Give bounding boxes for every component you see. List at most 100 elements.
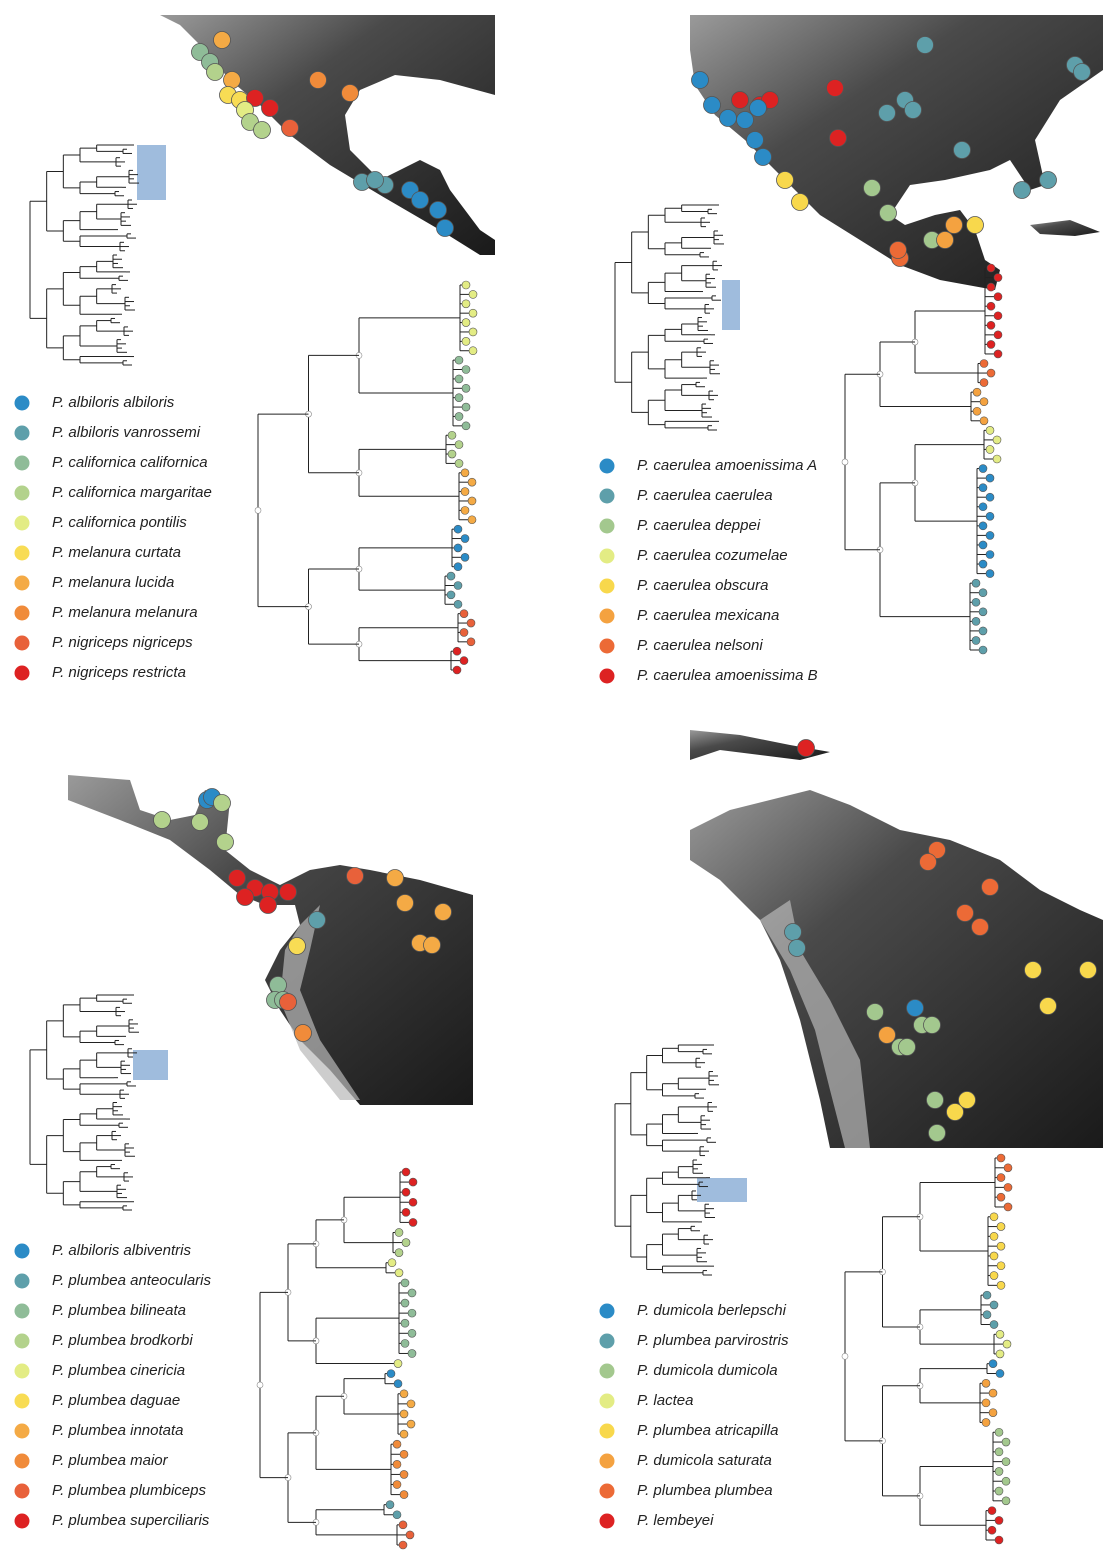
legend-label: P. plumbea innotata bbox=[52, 1422, 184, 1439]
tip bbox=[997, 1193, 1005, 1201]
legend-marker bbox=[15, 636, 30, 651]
legend-marker bbox=[600, 1484, 615, 1499]
tip bbox=[409, 1178, 417, 1186]
legend-label: P. caerulea deppei bbox=[637, 517, 761, 534]
tip bbox=[454, 544, 462, 552]
tip bbox=[993, 455, 1001, 463]
legend-marker bbox=[15, 1394, 30, 1409]
legend-marker bbox=[15, 1514, 30, 1529]
tip bbox=[1002, 1458, 1010, 1466]
node bbox=[842, 459, 848, 465]
map-point bbox=[309, 912, 326, 929]
tip bbox=[986, 426, 994, 434]
tip bbox=[988, 1507, 996, 1515]
tip bbox=[399, 1521, 407, 1529]
map-point bbox=[367, 172, 384, 189]
tip bbox=[460, 610, 468, 618]
tip bbox=[1004, 1203, 1012, 1211]
map-point bbox=[295, 1025, 312, 1042]
map-point bbox=[720, 110, 737, 127]
node bbox=[842, 1353, 848, 1359]
map-point bbox=[747, 132, 764, 149]
tip bbox=[995, 1487, 1003, 1495]
legend-label: P. melanura melanura bbox=[52, 604, 198, 621]
tip bbox=[401, 1339, 409, 1347]
tip bbox=[994, 293, 1002, 301]
legend-marker bbox=[600, 639, 615, 654]
tip bbox=[402, 1168, 410, 1176]
tip bbox=[462, 281, 470, 289]
tip bbox=[461, 553, 469, 561]
map-point bbox=[387, 870, 404, 887]
legend-label: P. caerulea mexicana bbox=[637, 607, 779, 624]
legend-label: P. plumbea plumbiceps bbox=[52, 1482, 206, 1499]
tip bbox=[461, 469, 469, 477]
tip bbox=[460, 628, 468, 636]
tip bbox=[1002, 1477, 1010, 1485]
tip bbox=[990, 1272, 998, 1280]
map-point bbox=[1040, 172, 1057, 189]
map-point bbox=[1040, 998, 1057, 1015]
tip bbox=[979, 608, 987, 616]
map-point bbox=[830, 130, 847, 147]
map-point bbox=[929, 1125, 946, 1142]
map-point bbox=[737, 112, 754, 129]
tip bbox=[1002, 1497, 1010, 1505]
legend-label: P. caerulea caerulea bbox=[637, 487, 773, 504]
map-point bbox=[154, 812, 171, 829]
legend-marker bbox=[600, 579, 615, 594]
tip bbox=[980, 417, 988, 425]
tip bbox=[455, 441, 463, 449]
tip bbox=[409, 1198, 417, 1206]
legend-marker bbox=[15, 396, 30, 411]
tip bbox=[394, 1380, 402, 1388]
tip bbox=[979, 503, 987, 511]
legend-marker bbox=[600, 519, 615, 534]
legend-marker bbox=[600, 1514, 615, 1529]
tip bbox=[972, 617, 980, 625]
tip bbox=[979, 646, 987, 654]
tip bbox=[455, 356, 463, 364]
tip bbox=[995, 1428, 1003, 1436]
tip bbox=[401, 1279, 409, 1287]
tip bbox=[987, 321, 995, 329]
map-point bbox=[217, 834, 234, 851]
tip bbox=[454, 600, 462, 608]
legend-label: P. plumbea atricapilla bbox=[637, 1422, 778, 1439]
tip bbox=[469, 309, 477, 317]
tip bbox=[460, 657, 468, 665]
tip bbox=[409, 1218, 417, 1226]
map-point bbox=[692, 72, 709, 89]
tip bbox=[997, 1174, 1005, 1182]
map-point bbox=[792, 194, 809, 211]
legend-marker bbox=[600, 1334, 615, 1349]
legend-marker bbox=[15, 1304, 30, 1319]
tip bbox=[387, 1370, 395, 1378]
tip bbox=[469, 328, 477, 336]
legend-label: P. californica margaritae bbox=[52, 484, 212, 501]
node bbox=[257, 1382, 263, 1388]
tip bbox=[983, 1291, 991, 1299]
map-point bbox=[957, 905, 974, 922]
tip bbox=[996, 1330, 1004, 1338]
tree bbox=[842, 1154, 1012, 1544]
map-point bbox=[924, 1017, 941, 1034]
tip bbox=[388, 1259, 396, 1267]
map-point bbox=[827, 80, 844, 97]
map-point bbox=[270, 977, 287, 994]
map-point bbox=[229, 870, 246, 887]
map-point bbox=[412, 192, 429, 209]
map-point bbox=[437, 220, 454, 237]
tip bbox=[400, 1470, 408, 1478]
map-a bbox=[160, 15, 495, 255]
tip bbox=[987, 340, 995, 348]
tip bbox=[986, 551, 994, 559]
panel: P. albiloris albilorisP. albiloris vanro… bbox=[15, 32, 478, 681]
legend: P. caerulea amoenissima AP. caerulea cae… bbox=[600, 457, 818, 684]
legend-label: P. plumbea parvirostris bbox=[637, 1332, 789, 1349]
tip bbox=[408, 1329, 416, 1337]
tip bbox=[993, 436, 1001, 444]
map-point bbox=[785, 924, 802, 941]
tip bbox=[987, 283, 995, 291]
tip bbox=[469, 347, 477, 355]
